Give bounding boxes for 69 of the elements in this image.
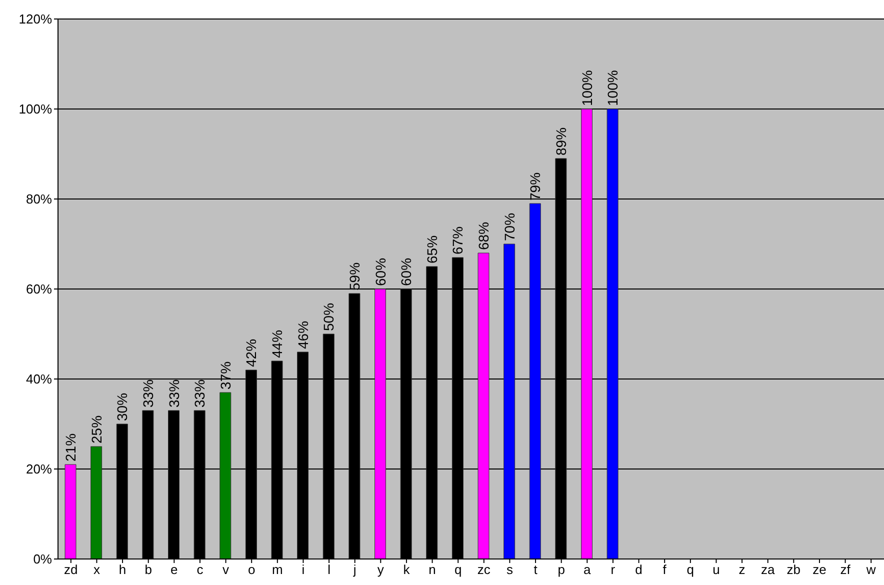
y-tick-label: 40%	[26, 372, 52, 387]
x-tick-label: y	[377, 562, 384, 578]
x-tick-label: n	[428, 562, 436, 578]
x-tick-label: r	[610, 562, 616, 578]
bar	[478, 252, 490, 559]
data-label: 21%	[62, 433, 78, 462]
x-tick-label: t	[534, 562, 538, 578]
data-label: 33%	[166, 379, 182, 408]
data-label: 33%	[140, 379, 156, 408]
x-tick-label: z	[738, 562, 746, 578]
data-label: 89%	[552, 127, 569, 156]
data-label: 60%	[372, 258, 388, 286]
x-tick-label: f	[662, 562, 667, 578]
x-tick-label: h	[118, 562, 126, 578]
data-label: 44%	[269, 330, 285, 358]
data-label: 100%	[604, 70, 621, 106]
data-label: 70%	[501, 212, 518, 241]
bar	[90, 446, 102, 559]
x-tick-label: q	[454, 562, 462, 578]
x-tick-label: p	[558, 562, 565, 578]
data-label: 25%	[88, 415, 104, 444]
x-tick-label: x	[93, 562, 100, 578]
data-label: 37%	[217, 361, 234, 390]
data-label: 65%	[424, 235, 440, 264]
data-label: 100%	[578, 70, 595, 106]
y-tick-label: 0%	[33, 552, 52, 567]
data-label: 79%	[527, 172, 544, 200]
bar	[504, 244, 516, 559]
x-tick-label: d	[635, 562, 642, 578]
data-label: 60%	[398, 258, 414, 286]
data-label: 33%	[192, 379, 208, 408]
data-label: 67%	[450, 226, 466, 254]
x-tick-label: q	[686, 562, 694, 578]
x-tick-label: s	[506, 562, 514, 578]
data-label: 42%	[243, 338, 260, 367]
y-tick-label: 80%	[26, 192, 52, 207]
y-tick-label: 120%	[18, 12, 52, 27]
x-tick-label: v	[222, 562, 230, 578]
x-tick-label: m	[272, 562, 283, 578]
data-label: 30%	[114, 392, 130, 421]
x-tick-label: e	[170, 562, 178, 578]
x-tick-label: zc	[477, 562, 491, 578]
x-tick-label: b	[144, 562, 152, 578]
bar	[374, 288, 386, 559]
data-label: 50%	[320, 302, 337, 331]
x-tick-label: i	[302, 562, 305, 578]
x-tick-label: o	[248, 562, 256, 578]
x-tick-label: k	[403, 562, 410, 578]
data-label: 46%	[294, 320, 311, 349]
x-tick-label: zd	[64, 562, 78, 578]
bar	[64, 464, 76, 559]
y-tick-label: 20%	[26, 462, 52, 477]
x-tick-label: w	[865, 562, 876, 578]
x-tick-label: zf	[840, 562, 851, 578]
x-tick-label: a	[584, 562, 592, 578]
x-tick-label: j	[352, 562, 356, 578]
bar	[220, 392, 232, 559]
x-tick-label: ze	[812, 562, 826, 578]
y-tick-label: 60%	[26, 282, 52, 297]
x-tick-label: za	[760, 562, 776, 578]
bar	[581, 108, 592, 559]
x-tick-label: u	[712, 562, 720, 578]
x-tick-label: c	[196, 562, 204, 578]
bar	[606, 108, 618, 559]
x-tick-label: zb	[786, 562, 801, 578]
x-tick-label: l	[328, 562, 331, 578]
y-tick-label: 100%	[18, 102, 52, 117]
data-label: 68%	[476, 222, 492, 250]
bar	[529, 203, 541, 559]
